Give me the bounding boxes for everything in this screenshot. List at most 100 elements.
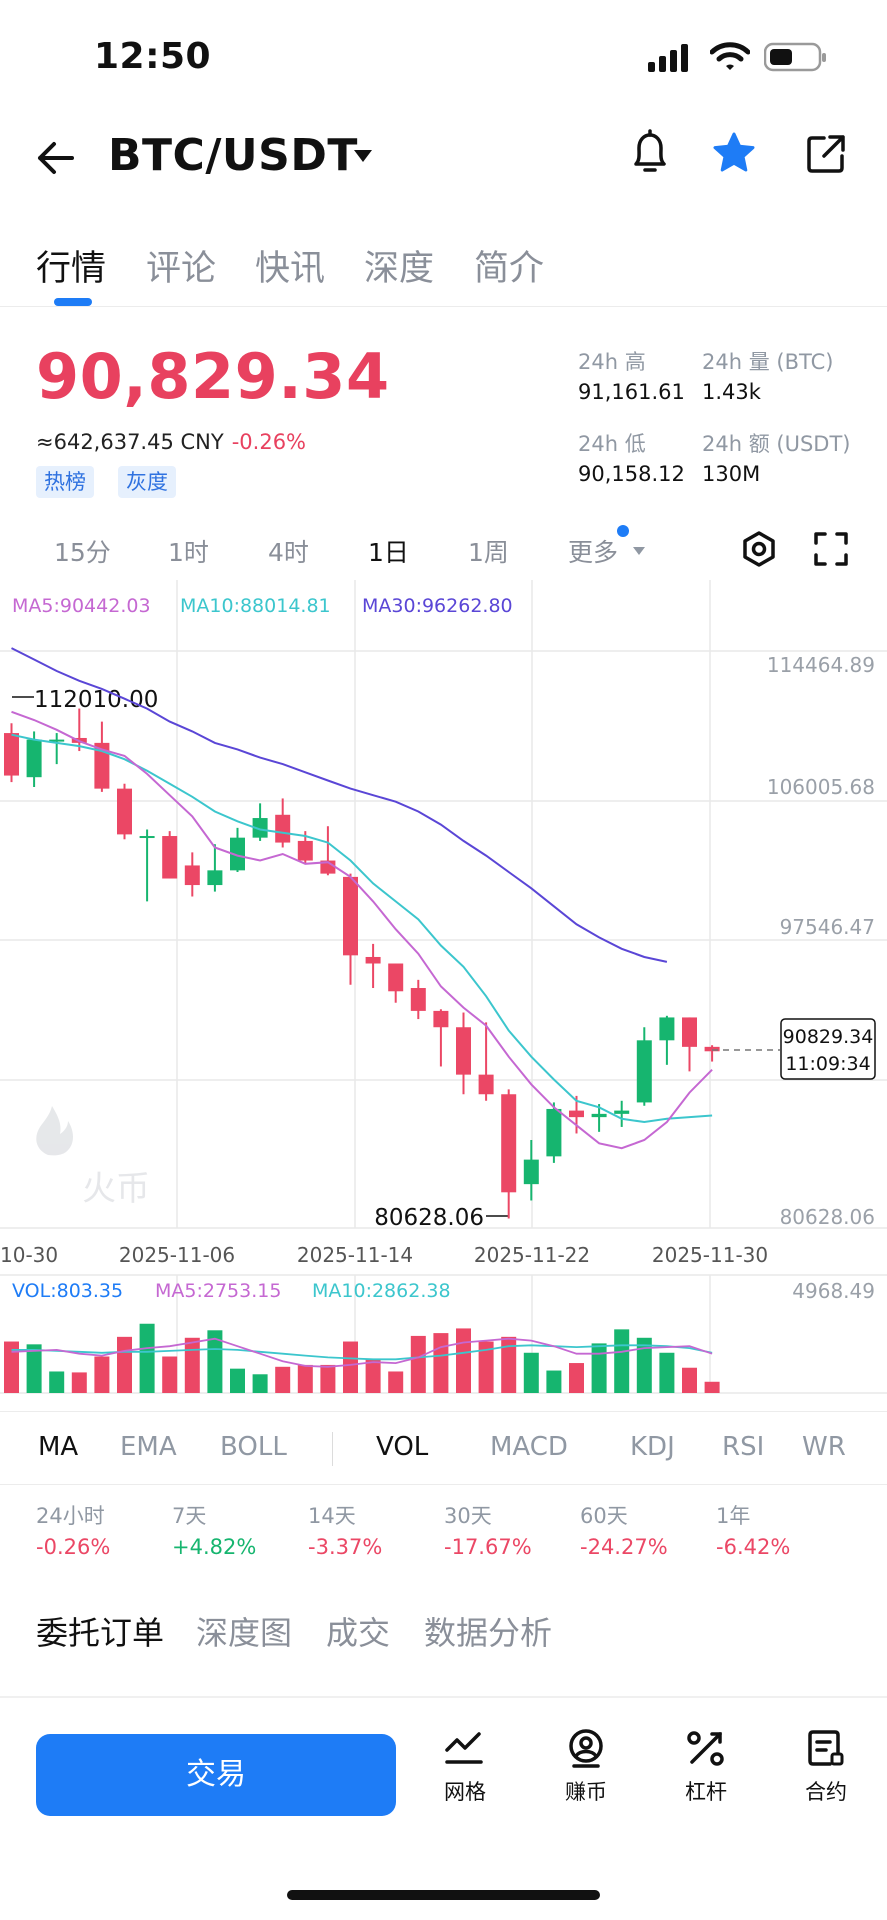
more-dropdown-icon[interactable] (632, 546, 646, 556)
y-label-2: 106005.68 (767, 775, 875, 799)
tab-depth[interactable]: 深度 (364, 249, 435, 289)
tabs-divider (0, 306, 887, 307)
candle-body (26, 739, 42, 778)
perf-value: -0.26% (36, 1535, 111, 1559)
x-label-1: 10-30 (0, 1243, 58, 1267)
indicator-kdj[interactable]: KDJ (630, 1432, 675, 1462)
candle (636, 1027, 652, 1106)
candle (26, 731, 42, 787)
wifi-icon (710, 42, 750, 70)
candle (94, 721, 110, 792)
candle (456, 1012, 471, 1095)
nav-earn[interactable]: 赚币 (536, 1728, 636, 1806)
tab-data-analysis[interactable]: 数据分析 (424, 1614, 553, 1652)
tab-trades[interactable]: 成交 (326, 1614, 391, 1652)
volume-bar (410, 1335, 426, 1393)
interval-4h[interactable]: 4时 (268, 538, 309, 567)
indicator-macd[interactable]: MACD (490, 1432, 568, 1462)
candle-body (230, 837, 245, 871)
trading-pair-title[interactable]: BTC/USDT (108, 130, 358, 181)
tag-hot-list[interactable]: 热榜 (36, 466, 94, 498)
trade-button[interactable]: 交易 (36, 1734, 396, 1816)
interval-1h[interactable]: 1时 (168, 538, 209, 567)
tab-market[interactable]: 行情 (36, 249, 107, 289)
interval-1w[interactable]: 1周 (468, 538, 509, 567)
nav-contract-label: 合约 (805, 1780, 847, 1804)
share-icon[interactable] (804, 132, 848, 176)
ma5-legend: MA5:90442.03 (12, 595, 151, 617)
indicator-vol[interactable]: VOL (376, 1432, 429, 1462)
indicator-rsi[interactable]: RSI (722, 1432, 765, 1462)
fullscreen-icon[interactable] (814, 532, 848, 566)
bell-icon[interactable] (628, 128, 672, 178)
volume-bar (546, 1370, 562, 1393)
indicator-wr[interactable]: WR (802, 1432, 846, 1462)
perf-value: -6.42% (716, 1535, 791, 1559)
volume-bar (343, 1341, 358, 1393)
cny-value: ≈642,637.45 CNY (36, 430, 224, 454)
pair-dropdown-icon[interactable] (352, 148, 374, 164)
tab-intro[interactable]: 简介 (474, 249, 545, 289)
volume-value: 1.43k (702, 380, 761, 404)
tag-grayscale[interactable]: 灰度 (118, 466, 176, 498)
interval-more[interactable]: 更多 (568, 538, 619, 567)
status-time: 12:50 (94, 36, 212, 77)
candle (207, 844, 223, 892)
perf-value: +4.82% (172, 1535, 257, 1559)
tab-comments[interactable]: 评论 (146, 249, 217, 289)
back-arrow-icon[interactable] (34, 136, 78, 180)
volume-bar (456, 1328, 471, 1393)
ma10-line (11, 733, 713, 1124)
candle-body (591, 1113, 607, 1118)
volume-bar (478, 1341, 494, 1393)
ma5-line (11, 710, 713, 1150)
candle (614, 1100, 630, 1127)
tab-depth-chart[interactable]: 深度图 (196, 1614, 293, 1652)
candle (478, 1022, 494, 1101)
vol-ma5-legend: MA5:2753.15 (155, 1280, 281, 1302)
favorite-star-icon[interactable] (712, 132, 756, 174)
contract-icon (808, 1730, 844, 1766)
interval-15m[interactable]: 15分 (54, 538, 111, 567)
candle (139, 829, 155, 902)
candle-body (252, 818, 268, 838)
watermark-text: 火币 (82, 1169, 150, 1209)
candle-body (94, 742, 110, 789)
candle (49, 733, 65, 765)
tab-open-orders[interactable]: 委托订单 (36, 1614, 165, 1652)
volume-bar (117, 1336, 132, 1393)
volume-bar (365, 1359, 381, 1393)
cellular-signal-icon (648, 44, 688, 72)
volume-bar (275, 1366, 291, 1393)
candle-body (501, 1094, 517, 1193)
nav-leverage[interactable]: 杠杆 (656, 1728, 756, 1806)
tab-news[interactable]: 快讯 (255, 249, 326, 289)
candle-body (139, 836, 155, 839)
candle-body (207, 870, 223, 886)
candle-body (410, 988, 426, 1011)
vol-ma10-legend: MA10:2862.38 (312, 1280, 451, 1302)
home-indicator (287, 1890, 600, 1900)
interval-1d[interactable]: 1日 (368, 538, 409, 567)
battery-icon (764, 42, 826, 72)
vol-ma10-line (11, 1344, 713, 1361)
high-label: 24h 高 (578, 350, 646, 374)
indicator-ma[interactable]: MA (38, 1432, 79, 1462)
indicator-ema[interactable]: EMA (120, 1432, 177, 1462)
nav-grid[interactable]: 网格 (415, 1728, 515, 1806)
chart-settings-icon[interactable] (740, 530, 778, 568)
volume-bar (614, 1329, 630, 1393)
indicator-separator (332, 1432, 333, 1466)
nav-contract[interactable]: 合约 (776, 1728, 876, 1806)
indicator-boll[interactable]: BOLL (220, 1432, 287, 1462)
volume-bar (4, 1341, 19, 1393)
y-label-3: 97546.47 (780, 915, 875, 939)
volume-bar (569, 1363, 584, 1393)
candlestick-chart[interactable]: 火币 MA5:90442.03 MA10:88014.81 MA30:96262… (0, 580, 887, 1410)
volume-bar (433, 1333, 449, 1393)
perf-label: 60天 (580, 1504, 628, 1528)
leverage-icon (687, 1731, 724, 1766)
volume-bar (636, 1337, 652, 1393)
candle-body (162, 836, 178, 879)
candle-body (433, 1010, 449, 1028)
